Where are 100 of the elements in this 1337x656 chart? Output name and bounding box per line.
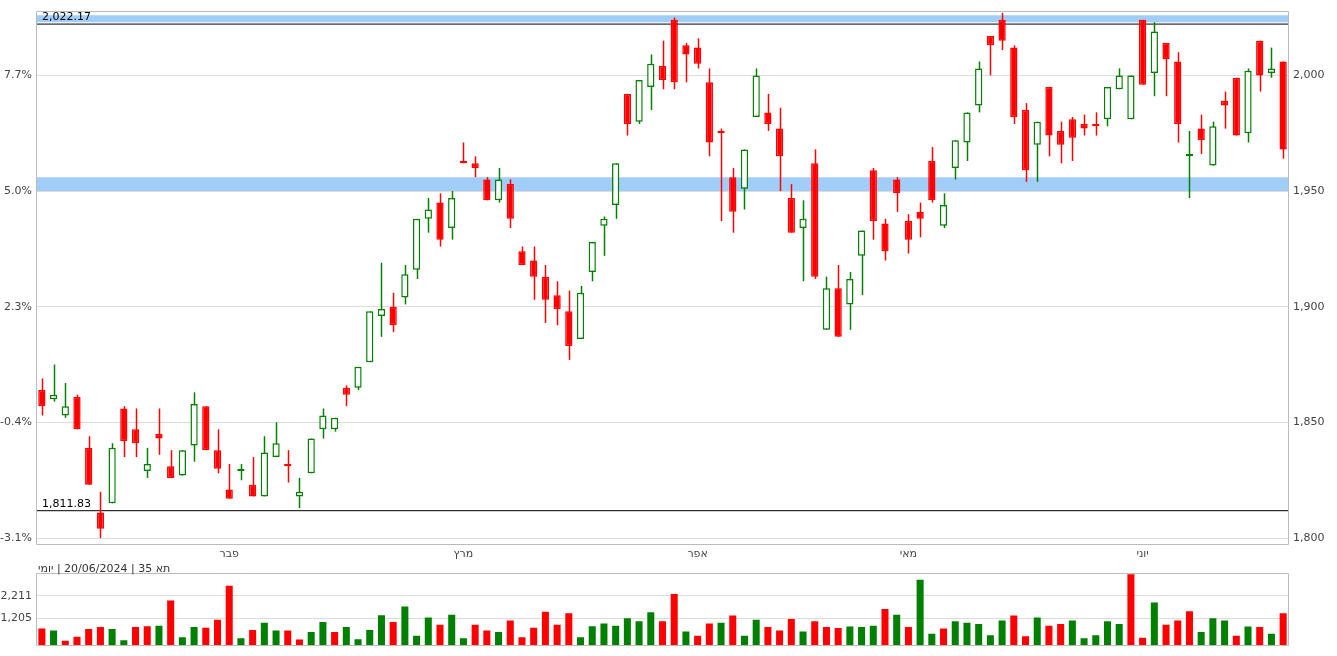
candlestick <box>272 421 280 458</box>
bar <box>752 619 760 646</box>
bar <box>1150 602 1158 646</box>
bar <box>705 623 713 646</box>
x-tick-label: יוני <box>1136 547 1149 561</box>
bar <box>73 636 81 646</box>
bar <box>108 629 116 646</box>
bar <box>1232 635 1240 646</box>
bar <box>834 627 842 646</box>
candlestick <box>998 12 1006 51</box>
bar <box>202 627 210 646</box>
candlestick <box>916 201 924 239</box>
bar <box>1010 615 1018 646</box>
bar <box>694 635 702 646</box>
bar <box>225 585 233 646</box>
bar <box>846 626 854 646</box>
ref-line-label: 2,022.17 <box>42 10 91 24</box>
bar <box>1127 574 1135 646</box>
y-tick-label: 2,000 <box>1293 68 1325 82</box>
bar <box>869 625 877 646</box>
bar <box>1221 620 1229 646</box>
candlestick <box>401 264 409 306</box>
bar <box>553 624 561 646</box>
candlestick <box>1057 120 1065 165</box>
bar <box>85 629 93 646</box>
bar <box>893 614 901 646</box>
candlestick <box>38 377 46 417</box>
bar <box>1092 635 1100 646</box>
candlestick <box>1033 120 1041 183</box>
bar <box>799 631 807 646</box>
bar <box>38 628 46 646</box>
candlestick <box>530 245 538 301</box>
x-tick-label: מאי <box>899 547 918 561</box>
candlestick <box>155 407 163 456</box>
candlestick <box>694 37 702 70</box>
bar <box>776 630 784 646</box>
bar <box>1103 621 1111 646</box>
candlestick <box>799 199 807 283</box>
bar <box>413 635 421 646</box>
bar <box>272 630 280 646</box>
y-tick-label: 1,950 <box>1293 183 1325 197</box>
candlestick <box>658 39 667 91</box>
bar <box>1033 617 1041 646</box>
bar <box>354 639 362 646</box>
bar <box>811 621 819 646</box>
bar <box>1068 620 1076 646</box>
bar <box>1256 627 1264 646</box>
bar <box>916 579 924 646</box>
bar <box>963 622 971 646</box>
bar <box>1045 625 1053 646</box>
bar <box>635 621 643 646</box>
bar <box>729 615 737 646</box>
bar <box>940 628 948 646</box>
candlestick <box>389 292 397 333</box>
bar <box>1162 624 1170 646</box>
y2-tick-label: 5.0% <box>4 183 32 197</box>
candlestick <box>342 384 350 407</box>
bar <box>401 606 409 646</box>
candlestick <box>846 271 854 331</box>
candlestick <box>600 215 608 257</box>
bar <box>436 624 444 646</box>
bar <box>1115 624 1123 646</box>
bar <box>307 631 315 646</box>
bar <box>319 621 327 646</box>
candlestick <box>541 264 550 324</box>
bar <box>1022 636 1030 646</box>
candlestick <box>49 363 58 403</box>
candlestick <box>986 35 995 77</box>
bar <box>577 637 585 646</box>
bar <box>1057 624 1065 646</box>
candlestick <box>494 167 503 204</box>
bar <box>249 629 257 646</box>
bar <box>342 627 350 646</box>
bar <box>717 622 725 646</box>
bar <box>904 627 912 646</box>
bar <box>1197 631 1205 646</box>
bar <box>764 627 772 646</box>
bar <box>178 637 186 646</box>
bar <box>190 627 198 646</box>
bar <box>284 630 292 646</box>
y-tick-label: 1,900 <box>1293 299 1325 313</box>
x-tick-label: מרץ <box>453 547 474 561</box>
bar <box>588 626 596 646</box>
bar <box>237 638 245 646</box>
bar <box>495 631 503 646</box>
bar <box>928 633 936 646</box>
bar <box>214 619 222 646</box>
candlestick <box>893 176 901 213</box>
candlestick <box>249 456 257 498</box>
candlestick <box>295 477 304 509</box>
bar <box>658 621 667 646</box>
candlestick <box>904 213 913 255</box>
y2-tick-label: -3.1% <box>0 531 32 544</box>
bar <box>506 620 514 646</box>
bar <box>670 593 678 646</box>
candlestick <box>96 491 105 539</box>
candlestick <box>1080 113 1088 137</box>
bar <box>822 627 830 646</box>
y2-tick-label: -0.4% <box>0 415 32 429</box>
bar <box>50 630 58 646</box>
